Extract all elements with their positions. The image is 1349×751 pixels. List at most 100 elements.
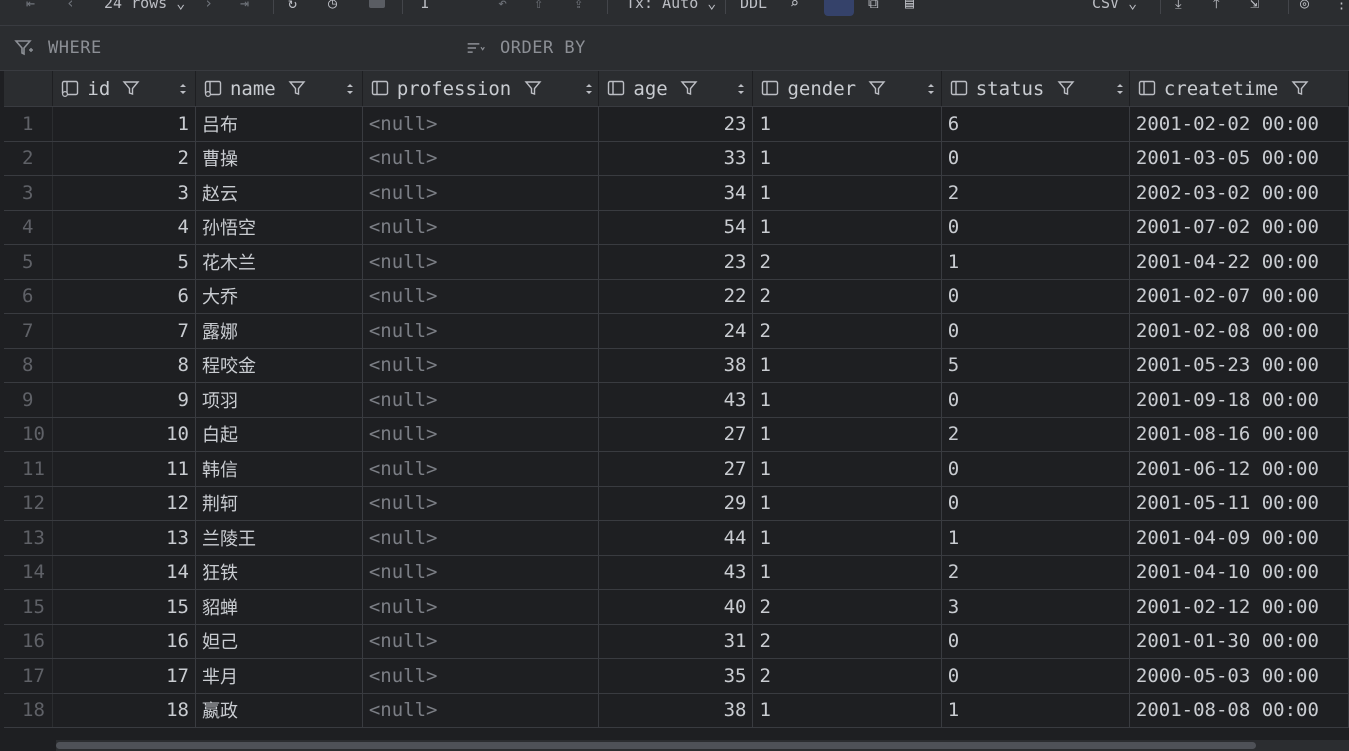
download-icon[interactable]: ⤓ xyxy=(1175,0,1182,12)
cell-id[interactable]: 12 xyxy=(52,486,196,521)
table-row[interactable]: 15 15 貂蝉 <null> 40 2 3 2001-02-12 00:00 xyxy=(4,589,1349,625)
column-header-id[interactable]: id xyxy=(52,71,196,107)
cell-id[interactable]: 8 xyxy=(52,348,196,383)
cell-status[interactable]: 0 xyxy=(941,486,1130,521)
search-icon[interactable]: ⌕ xyxy=(790,0,800,12)
cell-profession[interactable]: <null> xyxy=(362,520,600,556)
cell-age[interactable]: 27 xyxy=(598,417,754,452)
rows-count-dropdown[interactable]: 24 rows ⌄ xyxy=(104,0,185,13)
cell-status[interactable]: 0 xyxy=(941,279,1130,314)
scrollbar-thumb[interactable] xyxy=(56,742,1256,749)
cell-status[interactable]: 5 xyxy=(941,348,1130,383)
cell-createtime[interactable]: 2001-04-09 00:00 xyxy=(1129,520,1349,556)
cell-createtime[interactable]: 2001-06-12 00:00 xyxy=(1129,451,1349,487)
cell-id[interactable]: 4 xyxy=(52,210,196,245)
last-page-icon[interactable]: ⇥ xyxy=(240,0,250,12)
column-header-createtime[interactable]: createtime xyxy=(1129,71,1349,107)
cell-age[interactable]: 34 xyxy=(598,175,754,211)
cell-gender[interactable]: 1 xyxy=(752,175,942,211)
column-sort-icon[interactable] xyxy=(584,81,594,97)
settings-icon[interactable]: ◎ xyxy=(1300,0,1310,12)
cell-gender[interactable]: 1 xyxy=(752,693,942,728)
cell-profession[interactable]: <null> xyxy=(362,382,600,418)
table-row[interactable]: 6 6 大乔 <null> 22 2 0 2001-02-07 00:00 xyxy=(4,279,1349,314)
cell-status[interactable]: 1 xyxy=(941,693,1130,728)
cell-status[interactable]: 0 xyxy=(941,382,1130,418)
cell-profession[interactable]: <null> xyxy=(362,348,600,383)
cell-age[interactable]: 23 xyxy=(598,244,754,280)
cell-createtime[interactable]: 2001-09-18 00:00 xyxy=(1129,382,1349,418)
cell-id[interactable]: 13 xyxy=(52,520,196,556)
cell-name[interactable]: 嬴政 xyxy=(195,693,363,728)
cell-id[interactable]: 11 xyxy=(52,451,196,487)
compare-icon[interactable]: ⧉ xyxy=(868,0,879,12)
cell-profession[interactable]: <null> xyxy=(362,210,600,245)
column-filter-icon[interactable] xyxy=(288,79,306,97)
cell-name[interactable]: 狂铁 xyxy=(195,555,363,590)
column-header-age[interactable]: age xyxy=(598,71,754,107)
upload-icon[interactable]: ⤒ xyxy=(1213,0,1220,12)
cell-status[interactable]: 2 xyxy=(941,555,1130,590)
cell-createtime[interactable]: 2002-03-02 00:00 xyxy=(1129,175,1349,211)
cell-age[interactable]: 29 xyxy=(598,486,754,521)
cell-profession[interactable]: <null> xyxy=(362,451,600,487)
table-row[interactable]: 4 4 孙悟空 <null> 54 1 0 2001-07-02 00:00 xyxy=(4,210,1349,245)
page-input[interactable]: 1 xyxy=(420,0,430,12)
table-row[interactable]: 1 1 吕布 <null> 23 1 6 2001-02-02 00:00 xyxy=(4,106,1349,142)
cell-gender[interactable]: 2 xyxy=(752,658,942,694)
column-header-name[interactable]: name xyxy=(195,71,363,107)
table-row[interactable]: 7 7 露娜 <null> 24 2 0 2001-02-08 00:00 xyxy=(4,313,1349,349)
cell-id[interactable]: 2 xyxy=(52,141,196,176)
tx-mode-dropdown[interactable]: Tx: Auto ⌄ xyxy=(626,0,716,13)
cell-gender[interactable]: 1 xyxy=(752,141,942,176)
table-row[interactable]: 11 11 韩信 <null> 27 1 0 2001-06-12 00:00 xyxy=(4,451,1349,487)
cell-name[interactable]: 项羽 xyxy=(195,382,363,418)
cell-profession[interactable]: <null> xyxy=(362,313,600,349)
cell-status[interactable]: 3 xyxy=(941,589,1130,625)
cell-profession[interactable]: <null> xyxy=(362,141,600,176)
cell-profession[interactable]: <null> xyxy=(362,693,600,728)
cell-name[interactable]: 大乔 xyxy=(195,279,363,314)
cell-gender[interactable]: 2 xyxy=(752,244,942,280)
cell-gender[interactable]: 2 xyxy=(752,279,942,314)
cell-status[interactable]: 0 xyxy=(941,210,1130,245)
cell-gender[interactable]: 1 xyxy=(752,210,942,245)
cell-name[interactable]: 程咬金 xyxy=(195,348,363,383)
table-row[interactable]: 2 2 曹操 <null> 33 1 0 2001-03-05 00:00 xyxy=(4,141,1349,176)
cell-profession[interactable]: <null> xyxy=(362,658,600,694)
where-input[interactable]: WHERE xyxy=(48,38,102,58)
table-row[interactable]: 5 5 花木兰 <null> 23 2 1 2001-04-22 00:00 xyxy=(4,244,1349,280)
cell-status[interactable]: 6 xyxy=(941,106,1130,142)
cell-createtime[interactable]: 2001-05-23 00:00 xyxy=(1129,348,1349,383)
revert-icon[interactable]: ↶ xyxy=(498,0,508,12)
cell-createtime[interactable]: 2001-02-02 00:00 xyxy=(1129,106,1349,142)
cell-gender[interactable]: 2 xyxy=(752,589,942,625)
cell-name[interactable]: 荆轲 xyxy=(195,486,363,521)
cell-gender[interactable]: 1 xyxy=(752,106,942,142)
cell-status[interactable]: 0 xyxy=(941,658,1130,694)
cell-age[interactable]: 40 xyxy=(598,589,754,625)
cell-status[interactable]: 1 xyxy=(941,520,1130,556)
cell-age[interactable]: 24 xyxy=(598,313,754,349)
cancel-icon[interactable] xyxy=(369,0,385,8)
column-filter-icon[interactable] xyxy=(680,79,698,97)
cell-createtime[interactable]: 2000-05-03 00:00 xyxy=(1129,658,1349,694)
cell-createtime[interactable]: 2001-02-07 00:00 xyxy=(1129,279,1349,314)
cell-profession[interactable]: <null> xyxy=(362,279,600,314)
cell-name[interactable]: 赵云 xyxy=(195,175,363,211)
cell-name[interactable]: 曹操 xyxy=(195,141,363,176)
cell-age[interactable]: 43 xyxy=(598,382,754,418)
cell-status[interactable]: 1 xyxy=(941,244,1130,280)
cell-gender[interactable]: 1 xyxy=(752,486,942,521)
cell-id[interactable]: 16 xyxy=(52,624,196,659)
table-row[interactable]: 9 9 项羽 <null> 43 1 0 2001-09-18 00:00 xyxy=(4,382,1349,418)
cell-name[interactable]: 兰陵王 xyxy=(195,520,363,556)
cell-name[interactable]: 貂蝉 xyxy=(195,589,363,625)
cell-age[interactable]: 43 xyxy=(598,555,754,590)
cell-name[interactable]: 韩信 xyxy=(195,451,363,487)
cell-profession[interactable]: <null> xyxy=(362,624,600,659)
cell-age[interactable]: 27 xyxy=(598,451,754,487)
horizontal-scrollbar[interactable] xyxy=(56,740,1349,751)
more-icon[interactable]: ⋮ xyxy=(1334,0,1349,12)
cell-id[interactable]: 14 xyxy=(52,555,196,590)
